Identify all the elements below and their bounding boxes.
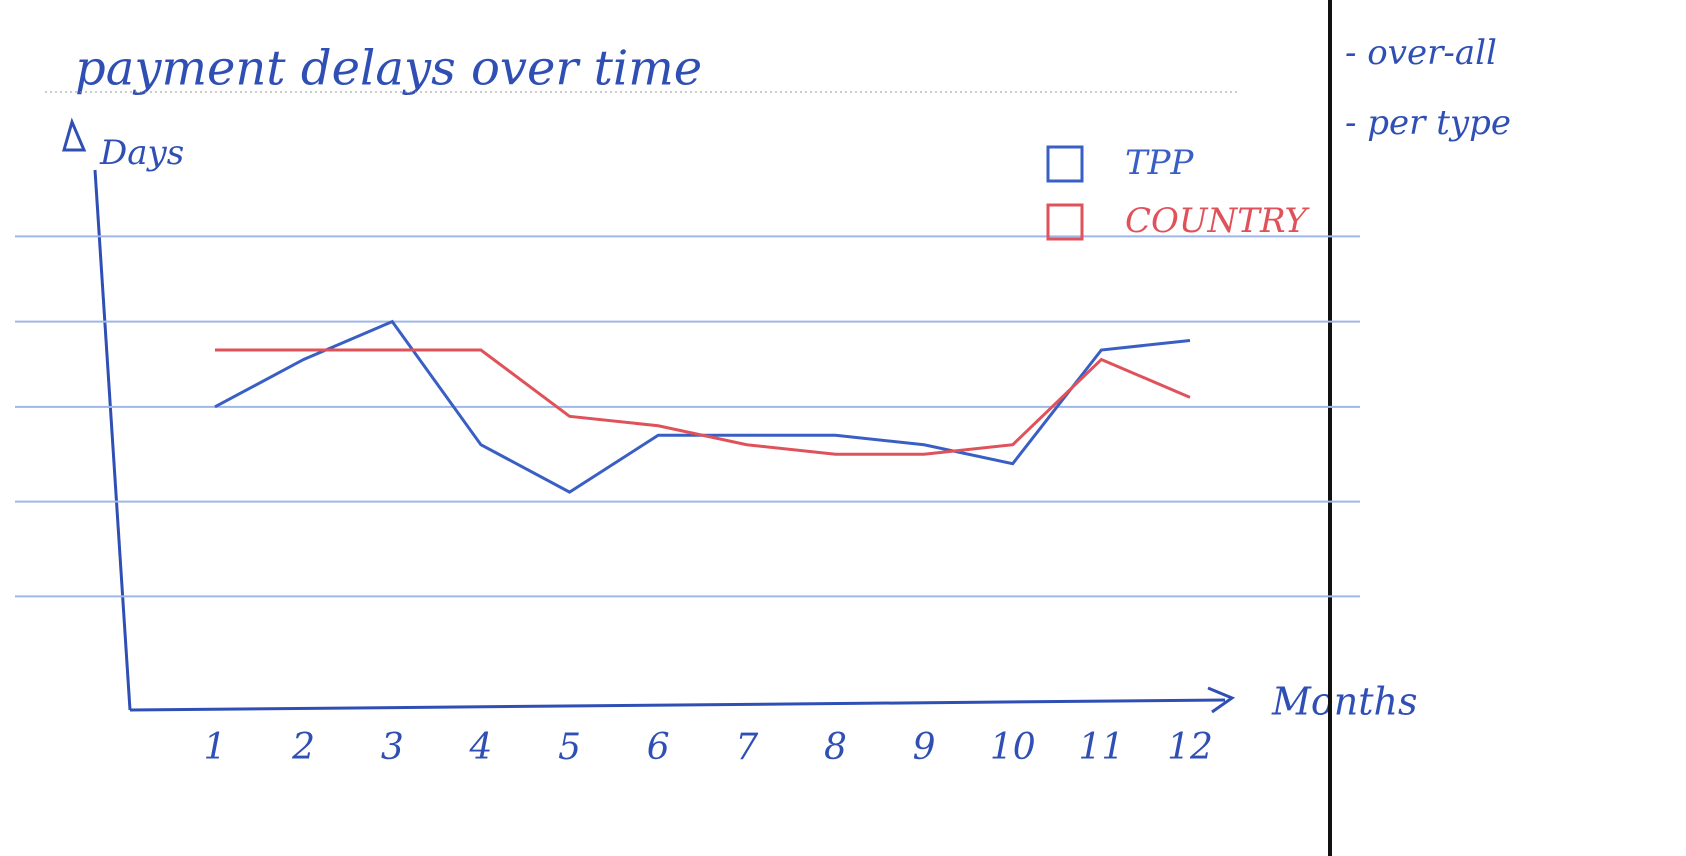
data-line (215, 348, 1191, 456)
x-tick-label: 5 (558, 727, 581, 768)
legend-swatch (1046, 145, 1084, 183)
x-axis-arrow (1207, 686, 1236, 714)
x-tick-label: 8 (824, 727, 847, 768)
x-tick-label: 10 (990, 727, 1036, 768)
x-tick-label: 7 (735, 727, 758, 768)
x-tick-label: 11 (1078, 727, 1124, 768)
x-tick-label: 2 (291, 727, 315, 768)
y-axis (93, 169, 132, 711)
x-axis-label: Months (1271, 680, 1418, 724)
y-axis-arrow (62, 117, 87, 152)
x-tick-label: 6 (647, 727, 670, 768)
legend-swatch (1046, 203, 1084, 241)
x-tick-label: 1 (204, 727, 227, 768)
side-note: - over-all (1345, 33, 1497, 73)
y-axis-label: Days (99, 133, 184, 173)
x-tick-label: 9 (913, 727, 936, 768)
x-axis (129, 698, 1226, 712)
side-note: - per type (1345, 103, 1511, 143)
legend-label: COUNTRY (1125, 201, 1311, 241)
legend-label: TPP (1125, 143, 1195, 183)
x-tick-label: 4 (468, 727, 492, 768)
chart-title: payment delays over time (75, 41, 702, 97)
x-tick-label: 12 (1167, 727, 1213, 768)
x-tick-label: 3 (381, 727, 404, 768)
